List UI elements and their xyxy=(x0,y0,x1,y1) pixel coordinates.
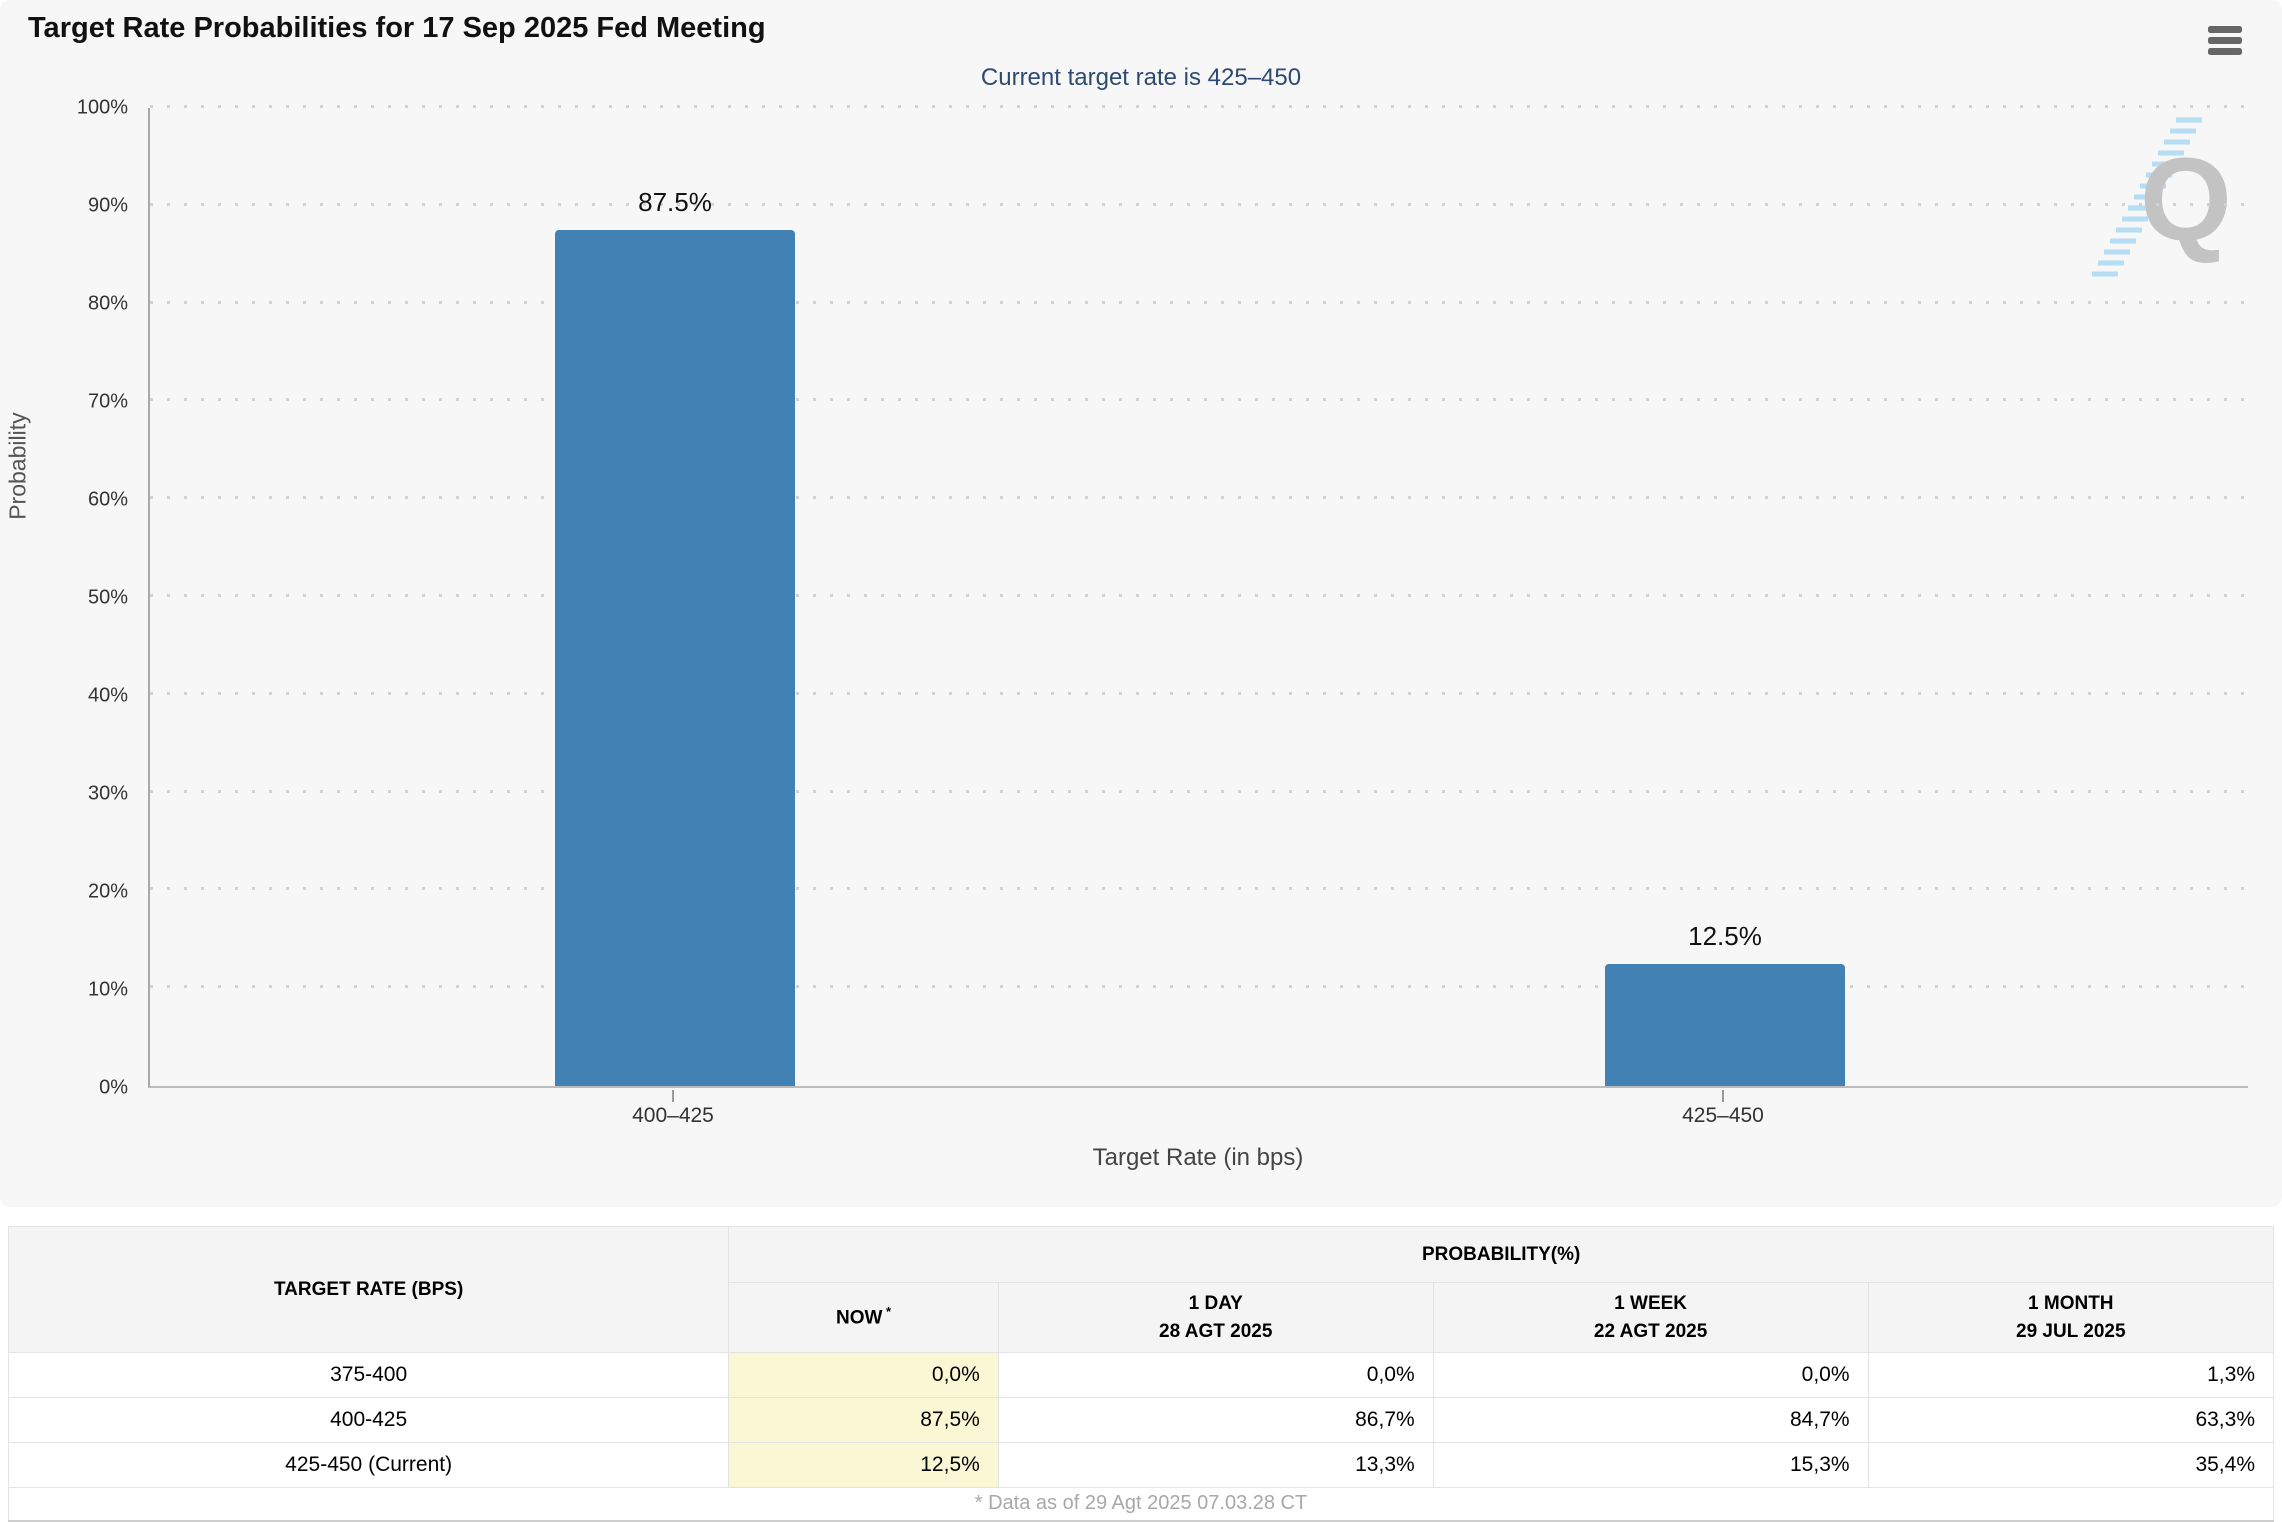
gridline xyxy=(150,496,2248,500)
probability-cell: 15,3% xyxy=(1432,1442,1869,1488)
chart-subtitle: Current target rate is 425–450 xyxy=(980,64,1302,91)
chart-panel: Target Rate Probabilities for 17 Sep 202… xyxy=(0,12,2252,1171)
gridline xyxy=(150,105,2248,108)
gridline xyxy=(150,398,2248,402)
probability-cell: 1,3% xyxy=(1867,1352,2275,1398)
gridline xyxy=(150,202,2248,206)
table-row: 400-425 87,5% 86,7% 84,7% 63,3% xyxy=(7,1397,2275,1443)
y-tick-label: 20% xyxy=(87,880,128,903)
y-tick-label: 40% xyxy=(87,684,128,707)
y-tick-label: 80% xyxy=(87,292,128,315)
probability-bar[interactable] xyxy=(555,230,795,1086)
bar-value-label: 12.5% xyxy=(1688,920,1762,951)
column-header-1-week: 1 WEEK 22 AGT 2025 xyxy=(1432,1282,1869,1353)
x-tick-label: 400–425 xyxy=(632,1104,714,1127)
probability-cell: 63,3% xyxy=(1867,1397,2275,1443)
x-tick-mark xyxy=(672,1090,674,1102)
probability-group-header: PROBABILITY(%) xyxy=(728,1226,2274,1283)
x-axis-title: Target Rate (in bps) xyxy=(1092,1144,1304,1171)
probability-cell: 86,7% xyxy=(997,1397,1434,1443)
probability-cell: 35,4% xyxy=(1867,1442,2275,1488)
column-header-1-month: 1 MONTH 29 JUL 2025 xyxy=(1867,1282,2275,1353)
now-probability-cell: 12,5% xyxy=(728,1442,999,1488)
y-tick-label: 50% xyxy=(87,586,128,609)
y-axis-labels: 0% 10% 20% 30% 40% 50% 60% 70% 80% 90% 100% xyxy=(0,97,136,1099)
gridline xyxy=(150,300,2248,304)
probability-cell: 84,7% xyxy=(1432,1397,1869,1443)
x-tick-mark xyxy=(1722,1090,1724,1102)
now-probability-cell: 0,0% xyxy=(728,1352,999,1398)
bar-value-label: 87.5% xyxy=(638,187,712,218)
y-tick-label: 100% xyxy=(76,96,128,119)
column-header-1-day: 1 DAY 28 AGT 2025 xyxy=(997,1282,1434,1353)
column-header-now: NOW * xyxy=(728,1282,999,1353)
hamburger-icon xyxy=(2208,25,2252,55)
probability-bar[interactable] xyxy=(1605,963,1845,1086)
gridline xyxy=(150,887,2248,891)
y-tick-label: 0% xyxy=(99,1076,128,1099)
plot-area: 87.5% 12.5% xyxy=(148,105,2248,1088)
probability-cell: 13,3% xyxy=(997,1442,1434,1488)
probability-cell: 0,0% xyxy=(997,1352,1434,1398)
probability-table: TARGET RATE (BPS) PROBABILITY(%) NOW * 1 … xyxy=(7,1226,2275,1522)
now-probability-cell: 87,5% xyxy=(728,1397,999,1443)
target-rate-cell: 375-400 xyxy=(7,1352,730,1398)
y-tick-label: 90% xyxy=(87,194,128,217)
x-tick-label: 425–450 xyxy=(1682,1104,1764,1127)
table-row: 375-400 0,0% 0,0% 0,0% 1,3% xyxy=(7,1352,2275,1398)
y-tick-label: 70% xyxy=(87,390,128,413)
target-rate-cell: 425-450 (Current) xyxy=(7,1442,730,1488)
gridline xyxy=(150,789,2248,793)
gridline xyxy=(150,985,2248,989)
gridline xyxy=(150,691,2248,695)
probability-cell: 0,0% xyxy=(1432,1352,1869,1398)
y-tick-label: 10% xyxy=(87,978,128,1001)
table-footnote: * Data as of 29 Agt 2025 07.03.28 CT xyxy=(8,1487,2274,1521)
chart-context-menu-button[interactable] xyxy=(2208,20,2252,60)
probability-table-section: TARGET RATE (BPS) PROBABILITY(%) NOW * 1 … xyxy=(7,1226,2275,1522)
target-rate-cell: 400-425 xyxy=(7,1397,730,1443)
table-row: 425-450 (Current) 12,5% 13,3% 15,3% 35,4% xyxy=(7,1442,2275,1488)
chart-title: Target Rate Probabilities for 17 Sep 202… xyxy=(28,12,766,44)
y-tick-label: 30% xyxy=(87,782,128,805)
y-tick-label: 60% xyxy=(87,488,128,511)
target-rate-column-header: TARGET RATE (BPS) xyxy=(7,1226,730,1353)
gridline xyxy=(150,594,2248,597)
